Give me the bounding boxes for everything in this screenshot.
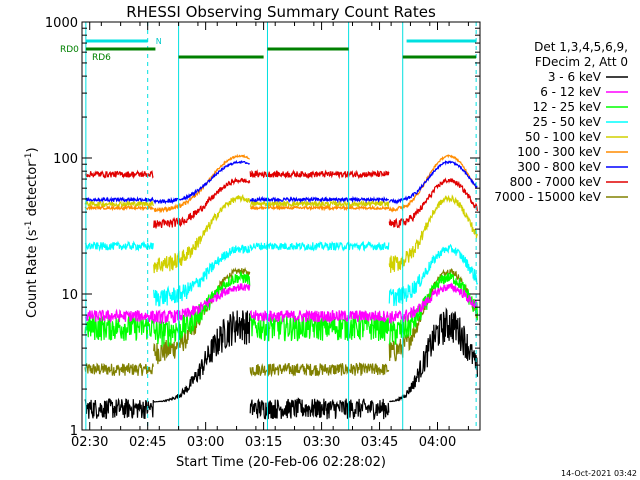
- flag-rd6-label: RD6: [92, 53, 111, 63]
- x-tick-label-4: 03:30: [303, 435, 340, 450]
- x-axis-title: Start Time (20-Feb-06 02:28:02): [176, 455, 386, 470]
- series-line-12-25-kev: [84, 270, 478, 348]
- plot-area: N RD0 RD6: [60, 22, 478, 430]
- x-tick-label-3: 03:15: [245, 435, 282, 450]
- legend-header-line2: FDecim 2, Att 0: [535, 55, 628, 69]
- legend-label-2: 12 - 25 keV: [533, 100, 602, 114]
- legend-label-0: 3 - 6 keV: [548, 70, 602, 84]
- y-tick-label-3: 1000: [45, 16, 78, 31]
- series-line-800-7000-kev: [84, 169, 478, 229]
- legend-header-line1: Det 1,3,4,5,6,9,: [534, 40, 628, 54]
- series-line-100-300-kev: [84, 153, 478, 214]
- plot-frame: [81, 21, 481, 431]
- series-line-25-50-kev: [84, 240, 478, 307]
- legend-label-1: 6 - 12 keV: [540, 85, 602, 99]
- legend-label-7: 800 - 7000 keV: [510, 175, 602, 189]
- y-axis-title-sup2: -1: [24, 152, 34, 161]
- x-tick-label-5: 03:45: [361, 435, 398, 450]
- legend-label-8: 7000 - 15000 keV: [494, 190, 601, 204]
- series-line-50-100-kev: [84, 193, 478, 274]
- series-line-3-6-kev: [84, 307, 478, 421]
- legend-label-4: 50 - 100 keV: [525, 130, 602, 144]
- y-tick-label-2: 100: [53, 152, 78, 167]
- axes: 02:30 02:45 03:00 03:15 03:30 03:45 04:00 1 10 10…: [45, 16, 480, 450]
- y-axis-title-part1: Count Rate (s: [25, 229, 40, 318]
- chart-title: RHESSI Observing Summary Count Rates: [126, 3, 436, 21]
- flag-rd0-label: RD0: [60, 45, 79, 55]
- x-tick-label-2: 03:00: [187, 435, 224, 450]
- y-tick-label-0: 1: [70, 424, 78, 439]
- legend-label-3: 25 - 50 keV: [533, 115, 602, 129]
- y-axis-title: Count Rate (s-1 detector-1): [24, 147, 40, 318]
- flag-n-label: N: [156, 37, 162, 46]
- y-axis-title-sup1: -1: [24, 220, 34, 229]
- y-axis-title-part3: ): [25, 147, 40, 152]
- series-line-300-800-kev: [84, 159, 478, 205]
- y-axis-title-part2: detector: [25, 161, 40, 221]
- series-line-6-12-kev: [84, 282, 478, 324]
- footer-timestamp: 14-Oct-2021 03:42: [561, 469, 637, 478]
- x-tick-label-1: 02:45: [129, 435, 166, 450]
- x-tick-label-0: 02:30: [71, 435, 108, 450]
- x-tick-label-6: 04:00: [419, 435, 456, 450]
- legend-label-5: 100 - 300 keV: [517, 145, 601, 159]
- legend-label-6: 300 - 800 keV: [517, 160, 601, 174]
- y-tick-label-1: 10: [61, 288, 78, 303]
